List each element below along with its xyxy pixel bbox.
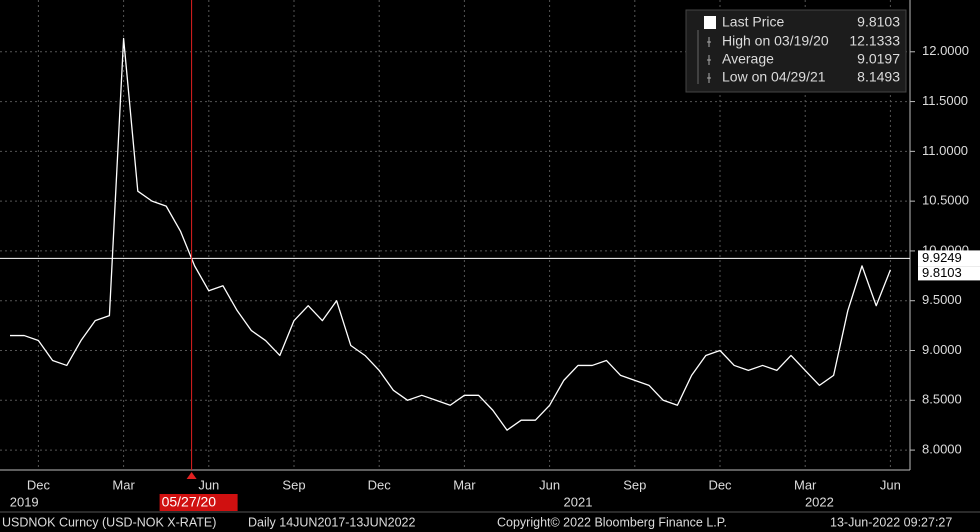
legend-box [685,9,907,93]
last-box [918,266,980,281]
x-tick-label: Dec [708,477,732,492]
x-tick-label: Jun [880,477,901,492]
x-tick-label: Jun [539,477,560,492]
year-label: 2021 [564,494,593,509]
x-tick-label: Dec [368,477,392,492]
y-tick-label: 11.0000 [922,143,968,158]
y-tick-label: 9.0000 [922,342,962,357]
legend-label: High on 03/19/20 [722,33,829,49]
y-tick-label: 10.5000 [922,193,969,208]
x-tick-label: Sep [623,477,646,492]
y-tick-label: 8.0000 [922,442,962,457]
footer-text: USDNOK Curncy (USD-NOK X-RATE) [2,515,216,529]
y-tick-label: 11.5000 [922,93,968,108]
y-tick-label: 8.5000 [922,392,962,407]
legend-value: 8.1493 [857,69,900,85]
year-label: 2022 [805,494,834,509]
legend-value: 12.1333 [849,33,900,49]
legend-value: 9.8103 [857,14,900,30]
legend-swatch [704,16,716,29]
price-line [10,37,892,431]
legend-value: 9.0197 [857,51,900,67]
x-tick-label: Mar [453,477,476,492]
year-label: 2019 [10,494,39,509]
footer-text: Copyright© 2022 Bloomberg Finance L.P. [497,515,727,529]
date-marker-label: 05/27/20 [162,494,217,510]
legend-label: Last Price [722,14,784,30]
legend-label: Average [722,51,774,67]
x-tick-label: Mar [794,477,817,492]
x-tick-label: Sep [282,477,305,492]
footer-text: 13-Jun-2022 09:27:27 [830,515,952,529]
x-tick-label: Jun [198,477,219,492]
last-label: 9.8103 [922,265,962,280]
legend-label: Low on 04/29/21 [722,69,826,85]
x-tick-label: Dec [27,477,51,492]
y-tick-label: 12.0000 [922,43,969,58]
level-box [918,250,980,267]
footer-text: Daily 14JUN2017-13JUN2022 [248,515,415,529]
y-tick-label: 9.5000 [922,292,962,307]
x-tick-label: Mar [112,477,135,492]
level-label: 9.9249 [922,250,962,265]
date-marker-box [159,494,238,511]
date-marker-arrow [186,472,197,479]
